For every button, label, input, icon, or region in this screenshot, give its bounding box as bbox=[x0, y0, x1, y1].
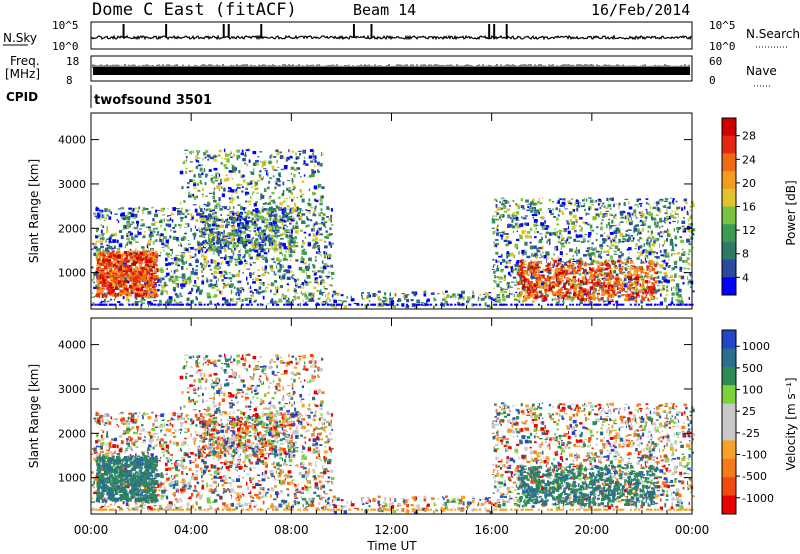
velocity-cbar-label: Velocity [m s⁻¹] bbox=[784, 377, 798, 470]
nsky-trace-line bbox=[90, 34, 692, 41]
freq-label: Freq. bbox=[10, 54, 40, 68]
velocity-ytick-label: 4000 bbox=[58, 339, 86, 352]
power-colorbar-tick: 8 bbox=[742, 248, 749, 261]
velocity-ytick-label: 2000 bbox=[58, 427, 86, 440]
power-colorbar-tick: 20 bbox=[742, 177, 756, 190]
velocity-colorbar-tick: -500 bbox=[742, 470, 767, 483]
nsky-tick-bottom: 10^0 bbox=[52, 40, 79, 53]
nsky-tick-top: 10^5 bbox=[52, 19, 79, 32]
velocity-colorbar-segment bbox=[722, 403, 736, 423]
power-colorbar-tick: 12 bbox=[742, 224, 756, 237]
freq-right-tick-bottom: 0 bbox=[709, 74, 716, 87]
cpid-label: CPID bbox=[6, 90, 38, 104]
power-colorbar-segment bbox=[722, 206, 736, 225]
power-heatmap bbox=[91, 148, 696, 310]
freq-panel: Freq. [MHz] 18 8 60 0 Nave bbox=[5, 54, 777, 87]
velocity-panel: 1000 2000 3000 4000 Slant Range [km] 1000 50… bbox=[27, 317, 798, 515]
velocity-colorbar-tick: -25 bbox=[742, 427, 760, 440]
velocity-colorbar-segment bbox=[722, 422, 736, 441]
power-colorbar-segment bbox=[722, 241, 736, 261]
velocity-colorbar-segment bbox=[722, 330, 736, 349]
velocity-heatmap bbox=[91, 353, 696, 515]
freq-unit: [MHz] bbox=[5, 67, 40, 81]
power-colorbar-tick: 28 bbox=[742, 130, 756, 143]
xtick-label: 04:00 bbox=[174, 523, 209, 537]
power-colorbar-segment bbox=[722, 153, 736, 172]
velocity-colorbar-tick: 25 bbox=[742, 405, 756, 418]
power-colorbar-segment bbox=[722, 259, 736, 278]
xtick-label: 08:00 bbox=[274, 523, 309, 537]
date-title: 16/Feb/2014 bbox=[591, 1, 690, 19]
velocity-colorbar-tick: -100 bbox=[742, 448, 767, 461]
xtick-label: 20:00 bbox=[575, 523, 610, 537]
velocity-colorbar: 1000 500 100 25 -25 -100 -500 -1000 bbox=[721, 329, 774, 515]
power-colorbar-segment bbox=[722, 224, 736, 243]
freq-tick-top: 18 bbox=[66, 55, 79, 68]
power-colorbar-segment bbox=[722, 135, 736, 154]
power-colorbar-tick: 4 bbox=[742, 271, 749, 284]
velocity-colorbar-segment bbox=[722, 366, 736, 386]
power-ytick-label: 1000 bbox=[58, 267, 86, 280]
power-colorbar-tick: 24 bbox=[742, 153, 756, 166]
velocity-colorbar-segment bbox=[722, 440, 736, 460]
power-colorbar: 28 24 20 16 12 8 4 bbox=[721, 117, 756, 296]
cpid-value: twofsound 3501 bbox=[94, 93, 212, 108]
nsky-panel: N.Sky 10^5 10^0 10^5 10^0 N.Search bbox=[3, 19, 800, 53]
velocity-frame bbox=[90, 317, 693, 515]
velocity-ytick-label: 1000 bbox=[58, 472, 86, 485]
velocity-ylabel: Slant Range [km] bbox=[27, 364, 41, 468]
power-ytick-label: 4000 bbox=[58, 134, 86, 147]
power-colorbar-tick: 16 bbox=[742, 201, 756, 214]
nsky-right-tick-bottom: 10^0 bbox=[709, 40, 736, 53]
velocity-colorbar-tick: 100 bbox=[742, 384, 763, 397]
nsky-label: N.Sky bbox=[3, 31, 37, 45]
xtick-label: 16:00 bbox=[474, 523, 509, 537]
freq-tick-bottom: 8 bbox=[66, 74, 73, 87]
velocity-colorbar-segment bbox=[722, 348, 736, 368]
beam-title: Beam 14 bbox=[353, 1, 416, 19]
nsearch-label: N.Search bbox=[746, 27, 800, 41]
power-colorbar-segment bbox=[722, 188, 736, 207]
power-colorbar-segment bbox=[722, 118, 736, 137]
power-ytick-label: 3000 bbox=[58, 178, 86, 191]
power-panel: 1000 2000 3000 4000 Slant Range [km] 28 24 20… bbox=[27, 112, 798, 310]
velocity-colorbar-segment bbox=[722, 495, 736, 515]
power-cbar-label: Power [dB] bbox=[784, 180, 798, 245]
power-ylabel: Slant Range [km] bbox=[27, 159, 41, 263]
xaxis-label: Time UT bbox=[366, 539, 417, 553]
velocity-colorbar-segment bbox=[722, 477, 736, 497]
xtick-label: 00:00 bbox=[675, 523, 710, 537]
velocity-ytick-label: 3000 bbox=[58, 383, 86, 396]
velocity-colorbar-segment bbox=[722, 385, 736, 405]
freq-right-tick-top: 60 bbox=[709, 55, 722, 68]
velocity-colorbar-segment bbox=[722, 458, 736, 478]
time-axis: 00:00 04:00 08:00 12:00 16:00 20:00 00:00 bbox=[74, 113, 710, 537]
xtick-label: 00:00 bbox=[74, 523, 109, 537]
power-frame bbox=[90, 112, 693, 310]
station-title: Dome C East (fitACF) bbox=[92, 0, 297, 20]
velocity-colorbar-tick: 1000 bbox=[742, 340, 770, 353]
velocity-colorbar-tick: 500 bbox=[742, 362, 763, 375]
power-colorbar-segment bbox=[722, 277, 736, 296]
power-colorbar-segment bbox=[722, 171, 736, 190]
nsky-right-tick-top: 10^5 bbox=[709, 19, 736, 32]
velocity-colorbar-tick: -1000 bbox=[742, 492, 774, 505]
cpid-panel: CPID twofsound 3501 bbox=[6, 85, 212, 108]
xtick-label: 12:00 bbox=[374, 523, 409, 537]
nave-label: Nave bbox=[746, 64, 777, 78]
power-ytick-label: 2000 bbox=[58, 222, 86, 235]
